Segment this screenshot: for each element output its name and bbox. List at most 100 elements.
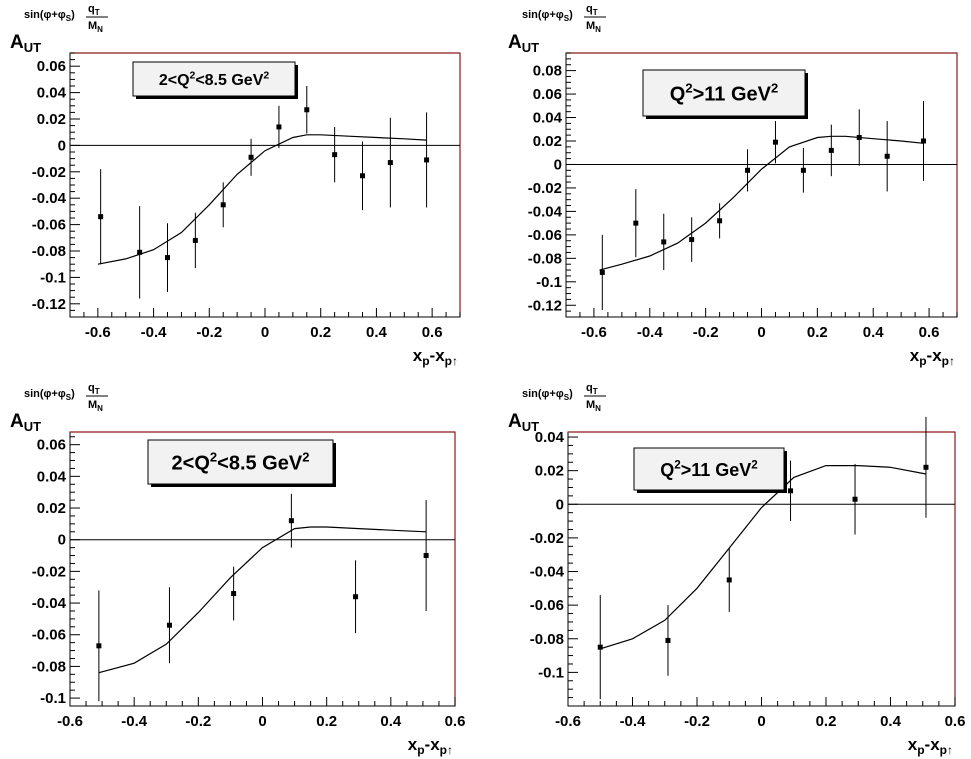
x-tick-label: -0.4 (637, 324, 664, 341)
point-marker (800, 167, 806, 173)
x-tick-label: 0.4 (366, 324, 388, 341)
y-tick-label: -0.04 (530, 564, 565, 581)
title-box (132, 61, 296, 97)
x-tick-label: 0.4 (863, 324, 885, 341)
data-point (96, 590, 102, 702)
point-marker (276, 124, 282, 130)
y-label-main: AUT (10, 411, 41, 434)
point-marker (387, 160, 393, 166)
data-point (276, 105, 282, 149)
theory-curve (600, 465, 927, 650)
data-point (665, 605, 671, 676)
y-tick-label: -0.08 (530, 631, 564, 648)
point-marker (332, 152, 338, 158)
y-label-frac-num: qT (586, 382, 598, 396)
data-point (220, 182, 226, 228)
point-marker (248, 154, 254, 160)
point-marker (220, 202, 226, 208)
data-point (800, 148, 806, 193)
data-point (788, 460, 794, 522)
data-point (856, 109, 862, 166)
point-marker (98, 214, 104, 220)
point-marker (231, 591, 237, 597)
point-marker (717, 218, 723, 224)
chart-title: 2<Q2<8.5 GeV2 (172, 450, 310, 475)
x-tick-label: -0.6 (555, 713, 581, 730)
point-marker (424, 157, 430, 163)
y-tick-label: 0.04 (533, 110, 563, 127)
point-marker (423, 553, 429, 559)
y-tick-label: -0.02 (32, 563, 66, 580)
point-marker (288, 518, 294, 524)
theory-curve (98, 526, 427, 674)
point-marker (689, 237, 695, 243)
y-label-frac-num: qT (88, 382, 100, 396)
title-box (147, 439, 334, 485)
y-tick-label: -0.06 (528, 227, 562, 244)
y-label-weight: sin(φ+φS) (522, 388, 573, 402)
point-marker (166, 622, 172, 628)
y-tick-label: -0.1 (538, 664, 564, 681)
y-tick-label: 0 (58, 532, 66, 549)
chart-title: Q2>11 GeV2 (670, 81, 778, 106)
x-axis-label: xp-xp↑ (908, 735, 953, 757)
point-marker (726, 577, 732, 583)
point-marker (852, 496, 858, 502)
y-tick-label: -0.06 (32, 217, 66, 234)
y-tick-label: -0.12 (32, 296, 66, 313)
point-marker (828, 147, 834, 153)
point-marker (165, 255, 170, 261)
y-label-frac-den: MN (586, 399, 601, 413)
x-axis-label: xp-xp↑ (408, 735, 453, 757)
theory-curve (599, 135, 924, 271)
point-marker (884, 153, 890, 159)
data-point (661, 213, 667, 271)
point-marker (772, 139, 778, 145)
x-tick-label: -0.4 (620, 713, 647, 730)
data-point (304, 86, 310, 134)
point-marker (360, 173, 365, 179)
point-marker (597, 644, 603, 650)
y-tick-label: -0.04 (32, 190, 67, 207)
y-tick-label: -0.12 (528, 297, 562, 314)
x-axis-label: xp-xp↑ (413, 346, 458, 368)
data-point (852, 463, 858, 535)
panel-4: -0.6 -0.4 -0.2 0 0.2 0.4 0.6 0.04 0.02 0 -0.02 -0.0… (508, 382, 965, 757)
y-tick-label: 0.02 (37, 500, 66, 517)
y-tick-label: 0.02 (535, 463, 564, 480)
y-label-weight: sin(φ+φS) (522, 9, 573, 23)
y-tick-label: 0.04 (37, 468, 67, 485)
y-label-frac-den: MN (586, 20, 601, 34)
data-point (248, 138, 254, 176)
x-tick-label: 0 (757, 713, 765, 730)
data-point (231, 566, 237, 621)
data-point (288, 493, 294, 548)
y-tick-label: 0.02 (533, 133, 562, 150)
y-tick-label: -0.02 (528, 180, 562, 197)
point-marker (920, 138, 926, 144)
point-marker (599, 269, 605, 275)
y-tick-label: -0.08 (32, 658, 66, 675)
y-label-frac-num: qT (586, 3, 598, 17)
data-point (98, 169, 104, 265)
x-tick-label: -0.4 (121, 713, 148, 730)
x-tick-label: 0.2 (316, 713, 337, 730)
y-tick-label: -0.04 (32, 595, 67, 612)
x-tick-label: -0.2 (693, 324, 719, 341)
data-point (726, 547, 732, 612)
point-marker (665, 637, 671, 643)
data-point (633, 189, 639, 258)
y-tick-label: -0.1 (40, 690, 66, 707)
title-box (642, 69, 806, 117)
x-tick-label: 0.2 (807, 324, 828, 341)
x-tick-label: 0.4 (380, 713, 402, 730)
y-tick-label: -0.06 (530, 597, 564, 614)
y-tick-label: 0.06 (533, 86, 562, 103)
y-axis-label: sin(φ+φS) qT MN AUT (10, 382, 108, 434)
y-tick-label: 0 (556, 496, 564, 513)
y-tick-label: -0.1 (536, 274, 562, 291)
data-point (689, 217, 695, 262)
x-tick-label: -0.2 (185, 713, 211, 730)
x-tick-label: 0 (757, 324, 765, 341)
